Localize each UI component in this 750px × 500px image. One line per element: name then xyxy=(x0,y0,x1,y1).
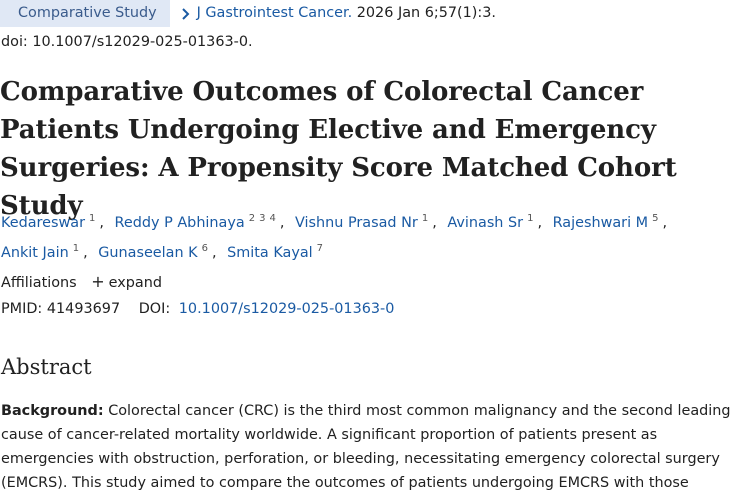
expand-label: expand xyxy=(108,275,162,291)
author-item: Ankit Jain 1, xyxy=(1,243,94,261)
doi-link[interactable]: 10.1007/s12029-025-01363-0 xyxy=(178,301,395,317)
author-item: Vishnu Prasad Nr 1, xyxy=(295,213,443,231)
doi-label: DOI: xyxy=(138,301,171,317)
affiliation-refs: 1 xyxy=(89,213,99,224)
author-list: Kedareswar 1, Reddy P Abhinaya 2 3 4, Vishnu… xyxy=(1,206,701,266)
author-link[interactable]: Smita Kayal xyxy=(227,245,313,261)
author-item: Smita Kayal 7 xyxy=(227,243,327,261)
affiliation-ref-link[interactable]: 3 xyxy=(259,213,266,224)
author-separator: , xyxy=(279,215,285,231)
author-link[interactable]: Ankit Jain xyxy=(1,245,69,261)
affiliation-ref-link[interactable]: 1 xyxy=(72,243,80,254)
abstract-heading: Abstract xyxy=(1,355,92,379)
article-header: Comparative Study J Gastrointest Cancer.… xyxy=(0,0,750,27)
author-link[interactable]: Reddy P Abhinaya xyxy=(114,215,245,231)
author-link[interactable]: Avinash Sr xyxy=(447,215,524,231)
author-link[interactable]: Vishnu Prasad Nr xyxy=(295,215,418,231)
pmid-value: 41493697 xyxy=(46,301,121,317)
affiliations-row: Affiliations + expand xyxy=(1,272,162,291)
author-link[interactable]: Rajeshwari M xyxy=(552,215,649,231)
affiliation-ref-link[interactable]: 1 xyxy=(527,213,534,224)
affiliation-ref-link[interactable]: 1 xyxy=(88,213,96,224)
affiliation-ref-link[interactable]: 7 xyxy=(316,243,324,254)
author-separator: , xyxy=(537,215,543,231)
journal-link[interactable]: J Gastrointest Cancer. xyxy=(196,5,353,21)
affiliation-ref-link[interactable]: 2 xyxy=(248,213,256,224)
author-link[interactable]: Gunaseelan K xyxy=(98,245,198,261)
identifiers-row: PMID: 41493697 DOI: 10.1007/s12029-025-0… xyxy=(1,301,394,317)
affiliation-refs: 1 xyxy=(73,243,83,254)
citation-text: 2026 Jan 6;57(1):3. xyxy=(356,5,496,21)
doi-line: doi: 10.1007/s12029-025-01363-0. xyxy=(1,34,253,50)
author-link[interactable]: Kedareswar xyxy=(1,215,85,231)
affiliation-ref-link[interactable]: 6 xyxy=(201,243,208,254)
author-separator: , xyxy=(211,245,217,261)
affiliation-refs: 1 xyxy=(422,213,432,224)
journal-citation: J Gastrointest Cancer. 2026 Jan 6;57(1):… xyxy=(181,4,496,23)
article-title: Comparative Outcomes of Colorectal Cance… xyxy=(0,77,677,221)
author-separator: , xyxy=(99,215,104,231)
affiliation-refs: 1 xyxy=(527,213,537,224)
affiliation-ref-link[interactable]: 5 xyxy=(652,213,659,224)
abstract-background: Background: Colorectal cancer (CRC) is t… xyxy=(1,399,746,495)
author-separator: , xyxy=(83,245,88,261)
background-text: Colorectal cancer (CRC) is the third mos… xyxy=(1,403,731,491)
affiliations-label: Affiliations xyxy=(1,275,77,291)
background-label: Background: xyxy=(1,403,104,419)
author-item: Kedareswar 1, xyxy=(1,213,110,231)
author-item: Reddy P Abhinaya 2 3 4, xyxy=(114,213,291,231)
expand-affiliations-button[interactable]: + expand xyxy=(81,272,162,291)
article-type-badge[interactable]: Comparative Study xyxy=(0,0,170,27)
author-separator: , xyxy=(662,215,668,231)
affiliation-refs: 6 xyxy=(202,243,212,254)
author-item: Avinash Sr 1, xyxy=(447,213,548,231)
affiliation-refs: 5 xyxy=(652,213,662,224)
affiliation-refs: 7 xyxy=(317,243,327,254)
pmid-label: PMID: xyxy=(1,301,43,317)
affiliation-ref-link[interactable]: 1 xyxy=(421,213,429,224)
plus-icon: + xyxy=(91,272,105,291)
affiliation-ref-link[interactable]: 4 xyxy=(269,213,276,224)
author-separator: , xyxy=(432,215,437,231)
chevron-right-icon xyxy=(182,8,190,20)
